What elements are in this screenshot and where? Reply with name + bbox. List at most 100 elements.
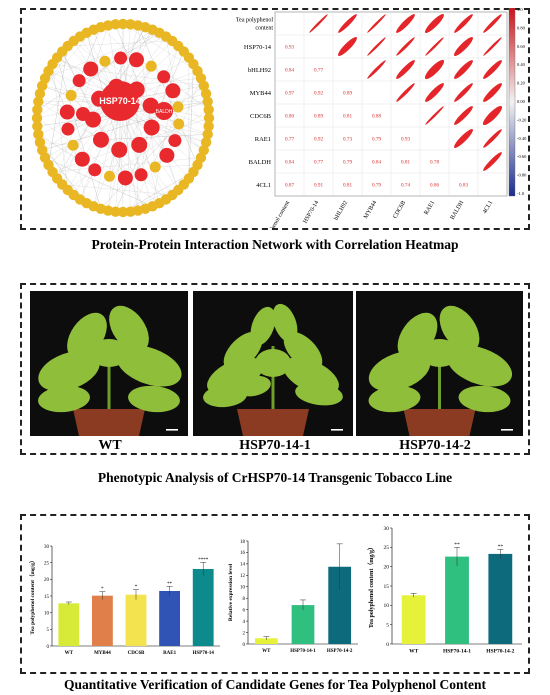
correlation-ellipse [338, 14, 357, 33]
network-secondary-label: BALDH [156, 109, 173, 115]
correlation-ellipse [425, 37, 444, 56]
y-tick-label: 20 [384, 564, 390, 570]
y-tick-label: 6 [243, 608, 246, 613]
network-edge [109, 109, 209, 177]
pot [73, 409, 145, 436]
x-category-label: MYB44 [94, 651, 111, 656]
colorbar-tick-label: -0.20 [517, 117, 527, 122]
correlation-ellipse [483, 60, 502, 79]
heatmap-row-label: CDC6B [250, 113, 272, 120]
network-edge [71, 29, 153, 96]
x-category-label: HSP70-14 [193, 651, 215, 656]
bar [401, 595, 426, 644]
correlation-ellipse [367, 14, 386, 33]
network-node [31, 112, 43, 124]
network-edge [120, 58, 160, 204]
bar [125, 594, 147, 646]
photo-label-hsp70-14-2: HSP70-14-2 [399, 438, 471, 453]
network-edge [122, 171, 194, 213]
correlation-value: 0.87 [285, 183, 294, 189]
x-category-label: HSP70-14-2 [486, 649, 514, 655]
network-node [203, 112, 215, 124]
scale-bar [166, 429, 178, 431]
heatmap-row-label: Tea polyphenol [236, 18, 273, 24]
plant-leaf [38, 385, 90, 413]
heatmap-row-label: MYB44 [250, 90, 272, 97]
significance-marker: ** [167, 582, 173, 587]
plant-leaf [439, 305, 480, 353]
y-tick-label: 30 [384, 526, 390, 532]
heatmap-column-label: RAE1 [424, 200, 437, 216]
network-node [134, 168, 148, 182]
y-tick-label: 25 [44, 561, 50, 566]
bar [91, 595, 113, 646]
plant-leaf [283, 331, 323, 371]
network-node [145, 60, 157, 72]
network-node [203, 120, 214, 132]
bar [291, 605, 315, 644]
network-node [149, 161, 161, 173]
y-tick-label: 10 [240, 586, 246, 591]
correlation-ellipse [309, 14, 328, 33]
correlation-ellipse [425, 14, 444, 33]
correlation-ellipse [425, 106, 444, 125]
network-node [143, 119, 160, 136]
bar [488, 553, 513, 644]
y-tick-label: 30 [44, 545, 50, 550]
colorbar-tick-label: -1.0 [517, 191, 525, 196]
colorbar-tick-label: -0.60 [517, 154, 527, 159]
y-tick-label: 0 [243, 643, 246, 648]
network-edge [130, 70, 198, 212]
correlation-value: 0.80 [285, 114, 294, 120]
heatmap-column-label: 4CL1 [482, 200, 494, 215]
correlation-value: 0.79 [372, 137, 381, 143]
network-edge [56, 57, 101, 209]
plant-leaf [368, 350, 431, 392]
network-node [114, 51, 128, 65]
network-node [203, 104, 214, 116]
plant-leaf [295, 382, 343, 406]
correlation-ellipse [367, 60, 386, 79]
network-hub-node [76, 107, 90, 121]
pot [403, 409, 476, 436]
colorbar-tick-label: 0.20 [517, 81, 526, 86]
correlation-ellipse [396, 14, 415, 33]
scale-bar [331, 429, 343, 431]
y-tick-label: 0 [47, 645, 50, 650]
network-edge [38, 134, 81, 200]
pot [237, 409, 309, 436]
y-axis-label: Tea polyphenol content（mg/g） [367, 544, 375, 628]
plant-leaf [458, 385, 511, 413]
x-category-label: RAE1 [163, 651, 177, 656]
x-category-label: WT [65, 651, 74, 656]
network-edge [37, 32, 160, 110]
correlation-ellipse [454, 129, 473, 148]
network-node [99, 55, 111, 67]
heatmap-row-label: 4CL1 [256, 182, 271, 189]
network-node [200, 88, 212, 99]
correlation-heatmap: 0.93 0.84 0.77 0.97 0.92 0.89 0.80 0.89 0.81 0.88… [236, 8, 527, 228]
plant-leaf [38, 350, 100, 392]
correlation-value: 0.79 [372, 183, 381, 189]
panel-network-heatmap [20, 8, 530, 230]
bar [159, 591, 181, 646]
heatmap-row-label: bHLH92 [248, 67, 271, 74]
correlation-value: 0.83 [459, 183, 468, 189]
network-node [34, 137, 46, 148]
network-edge [48, 70, 68, 113]
correlation-value: 0.84 [285, 68, 294, 74]
correlation-value: 0.88 [372, 114, 381, 120]
network-edge [72, 145, 87, 204]
correlation-ellipse [454, 83, 473, 102]
panel-phenotype [20, 283, 530, 455]
network-edge [36, 117, 160, 204]
network-node [198, 80, 210, 92]
colorbar-tick-label: -0.80 [517, 173, 527, 178]
heatmap-column-label: bHLH92 [333, 200, 349, 221]
correlation-value: 0.89 [314, 114, 323, 120]
network-node [67, 139, 79, 151]
network-node [125, 206, 136, 217]
correlation-value: 0.84 [285, 160, 294, 166]
network-node [173, 118, 185, 130]
heatmap-column-label: MYB44 [363, 200, 378, 220]
